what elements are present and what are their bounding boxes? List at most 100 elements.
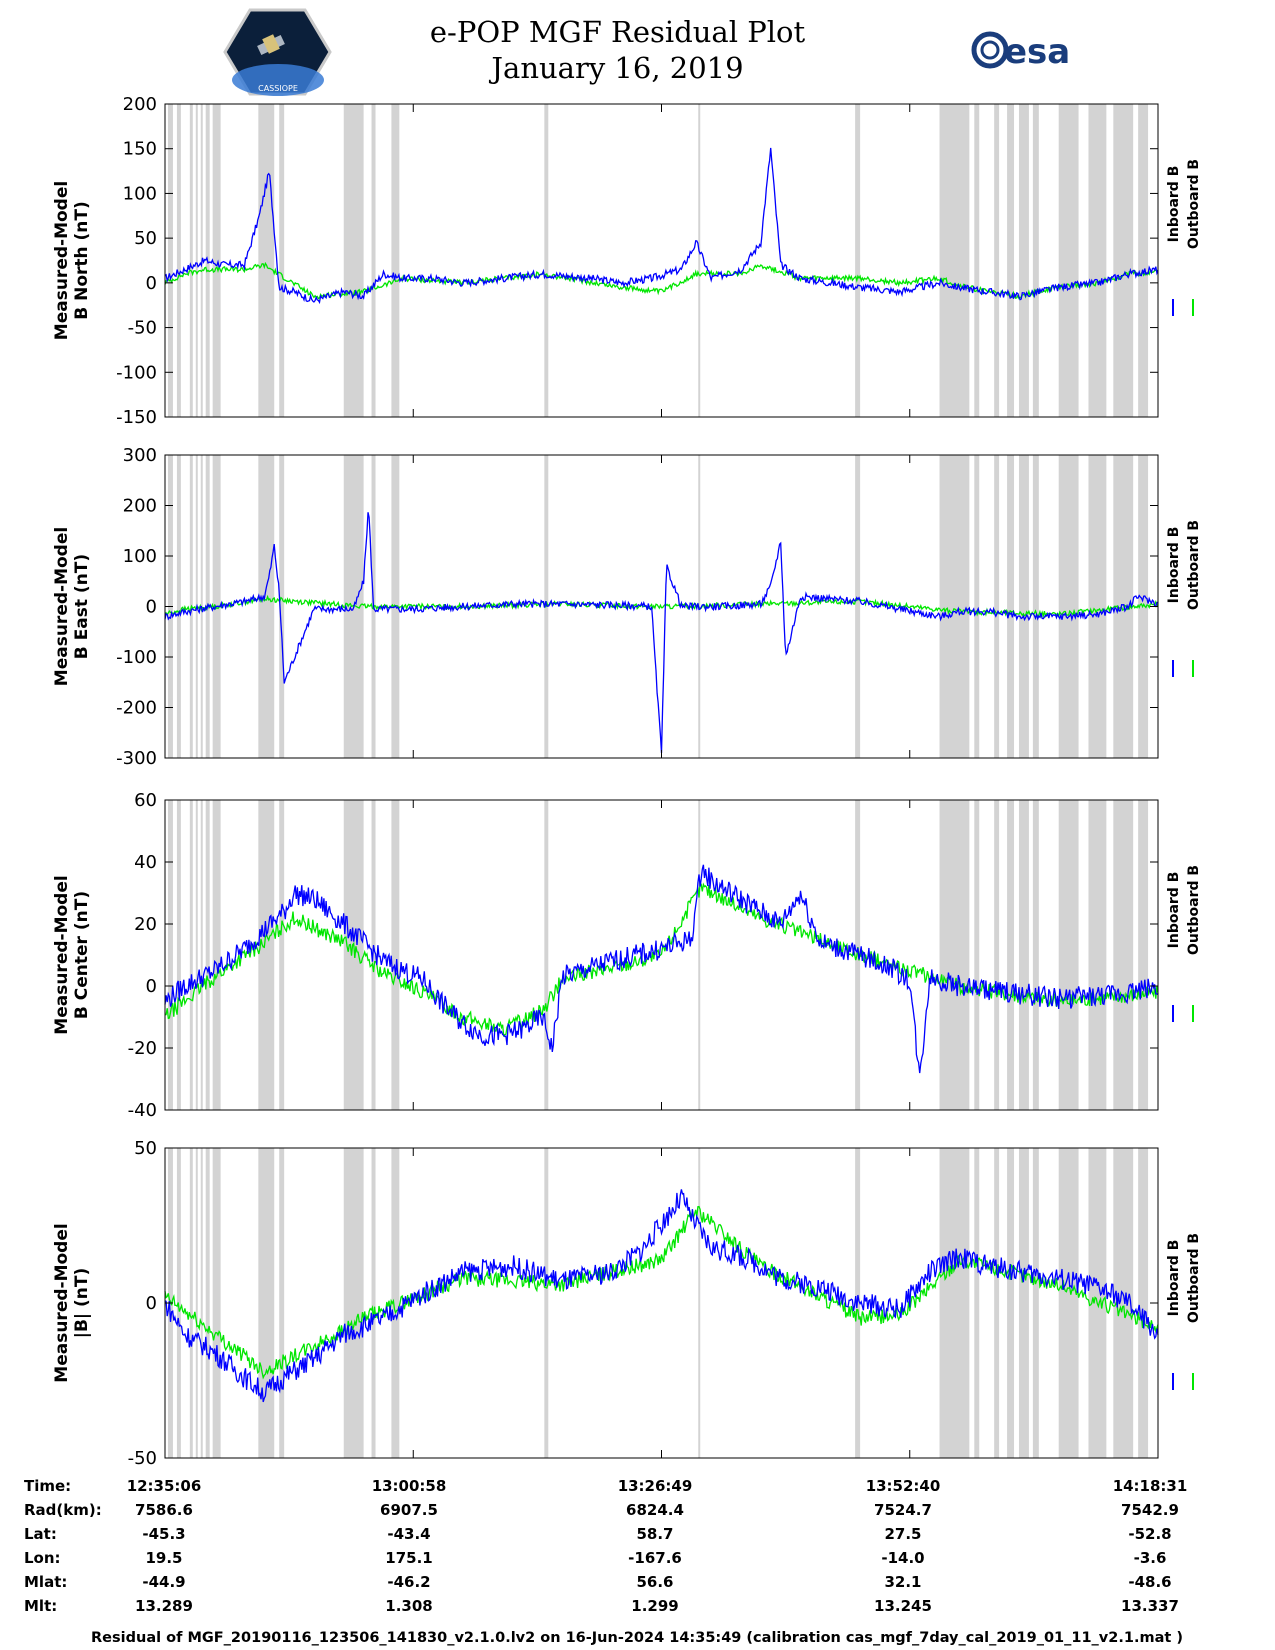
cassiope-logo-text: CASSIOPE <box>258 84 298 93</box>
data-gap-band <box>200 800 203 1110</box>
esa-logo: esa <box>971 31 1070 72</box>
data-gap-band <box>343 800 364 1110</box>
data-gap-band <box>189 1148 193 1458</box>
data-gap-band <box>1113 1148 1134 1458</box>
data-gap-band <box>1007 1148 1015 1458</box>
data-gap-band <box>1058 455 1079 758</box>
data-gap-band <box>544 800 549 1110</box>
y-tick-label: 300 <box>123 445 157 466</box>
y-tick-label: 20 <box>134 914 157 935</box>
cassiope-logo: CASSIOPE <box>223 8 332 96</box>
panel-4: -50 0 50 Measured-Model |B| (nT) Inboard B Out… <box>52 1138 1202 1469</box>
data-gap-band <box>974 455 980 758</box>
y-axis-label: B East (nT) <box>72 554 92 659</box>
logos-layer: CASSIOPE esa <box>223 8 1070 96</box>
data-gap-band <box>1018 455 1029 758</box>
data-gap-band <box>167 104 173 417</box>
data-gap-band <box>1138 104 1149 417</box>
data-gap-band <box>279 800 285 1110</box>
y-axis-label: B Center (nT) <box>72 891 92 1019</box>
y-tick-label: 200 <box>123 94 157 115</box>
y-tick-label: -50 <box>128 1448 157 1469</box>
data-gap-band <box>939 104 970 417</box>
y-axis-label: Measured-Model <box>52 527 72 686</box>
y-tick-label: -100 <box>116 362 157 383</box>
data-gap-band <box>1138 800 1149 1110</box>
data-gap-band <box>939 455 970 758</box>
data-gap-band <box>258 1148 275 1458</box>
data-gap-band <box>371 104 376 417</box>
data-gap-band <box>189 104 193 417</box>
chart-title: e-POP MGF Residual Plot <box>429 15 806 49</box>
data-gap-band <box>1007 800 1015 1110</box>
chart-title-block: e-POP MGF Residual Plot January 16, 2019 <box>0 14 1275 86</box>
data-gap-band <box>205 800 210 1110</box>
data-gap-band <box>1088 455 1107 758</box>
panel-2: -300 -200 -100 0 100 200 300 Measured-Model B Ea… <box>52 445 1202 769</box>
data-gap-band <box>258 800 275 1110</box>
chart-date: January 16, 2019 <box>491 51 744 85</box>
data-gap-band <box>1113 104 1134 417</box>
data-gap-band <box>939 800 970 1110</box>
data-gap-band <box>176 800 181 1110</box>
y-tick-label: 100 <box>123 183 157 204</box>
data-gap-band <box>371 1148 376 1458</box>
y-tick-label: -100 <box>116 647 157 668</box>
data-gap-band <box>698 104 701 417</box>
series-inboard-line <box>164 864 1159 1074</box>
data-gap-band <box>1007 455 1015 758</box>
data-gap-band <box>167 800 173 1110</box>
data-gap-band <box>544 104 549 417</box>
data-gap-band <box>1058 104 1079 417</box>
panel-1: -150 -100 -50 0 50 100 150 200 Measured-Model B N… <box>52 94 1202 428</box>
data-gap-band <box>258 455 275 758</box>
data-gap-band <box>1058 1148 1079 1458</box>
data-gap-band <box>1032 455 1039 758</box>
y-tick-label: -200 <box>116 698 157 719</box>
data-gap-band <box>855 104 861 417</box>
data-gap-band <box>994 455 1000 758</box>
y-axis-label: |B| (nT) <box>72 1268 92 1339</box>
data-gap-band <box>994 1148 1000 1458</box>
panel-3: -40 -20 0 20 40 60 Measured-Model B Center (nT)… <box>52 790 1202 1121</box>
data-gap-band <box>1018 104 1029 417</box>
data-gap-band <box>176 455 181 758</box>
y-tick-label: 150 <box>123 139 157 160</box>
y-tick-label: 50 <box>134 228 157 249</box>
y-axis-label: Measured-Model <box>52 875 72 1034</box>
y-tick-label: 0 <box>146 273 157 294</box>
data-gap-band <box>1058 800 1079 1110</box>
y-tick-label: 0 <box>146 1293 157 1314</box>
data-gap-band <box>974 800 980 1110</box>
data-gap-band <box>391 800 400 1110</box>
legend-label-outboard: Outboard B <box>1186 159 1202 249</box>
data-gap-band <box>195 104 198 417</box>
legend-label-inboard: Inboard B <box>1166 872 1182 949</box>
data-gap-band <box>343 1148 364 1458</box>
y-tick-label: 40 <box>134 852 157 873</box>
data-gap-band <box>698 1148 701 1458</box>
data-gap-band <box>855 455 861 758</box>
data-gap-band <box>1088 800 1107 1110</box>
data-gap-band <box>994 800 1000 1110</box>
data-gap-band <box>391 1148 400 1458</box>
data-gap-band <box>205 1148 210 1458</box>
y-tick-label: -150 <box>116 407 157 428</box>
data-gap-band <box>258 104 275 417</box>
y-tick-label: 200 <box>123 496 157 517</box>
data-gap-band <box>189 800 193 1110</box>
data-gap-band <box>1138 1148 1149 1458</box>
data-gap-band <box>195 800 198 1110</box>
data-gap-band <box>391 104 400 417</box>
y-tick-label: 0 <box>146 976 157 997</box>
data-gap-band <box>974 104 980 417</box>
data-gap-band <box>974 1148 980 1458</box>
y-tick-label: 0 <box>146 597 157 618</box>
legend-label-inboard: Inboard B <box>1166 166 1182 243</box>
data-gap-band <box>544 1148 549 1458</box>
data-gap-band <box>279 104 285 417</box>
data-gap-band <box>279 455 285 758</box>
legend-label-inboard: Inboard B <box>1166 1240 1182 1317</box>
data-gap-band <box>1113 800 1134 1110</box>
